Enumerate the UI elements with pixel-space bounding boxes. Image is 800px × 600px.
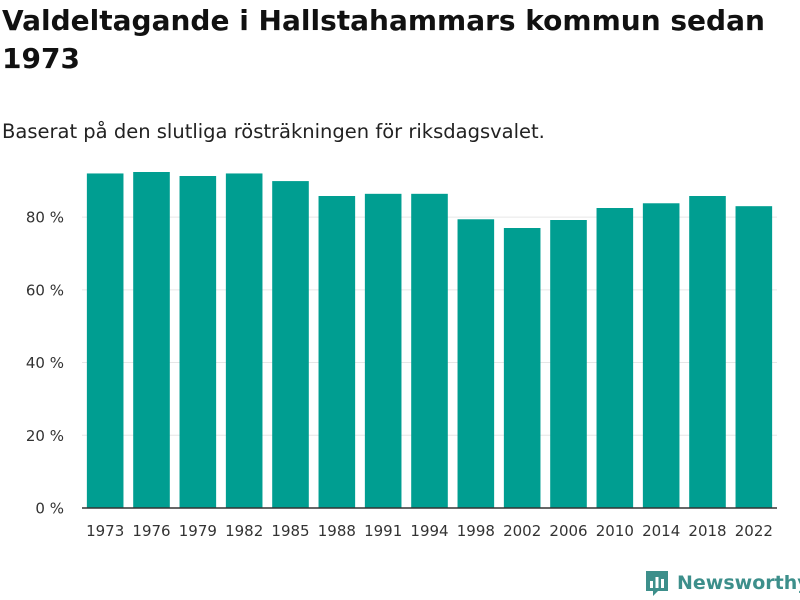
bar-2014 [642, 203, 680, 509]
bar-1988 [318, 196, 356, 508]
bar-1991 [364, 193, 402, 508]
x-tick-label: 2002 [503, 522, 541, 540]
x-tick-label: 1982 [225, 522, 263, 540]
bar-1979 [179, 176, 217, 508]
bar-chart-logo-icon [646, 571, 668, 596]
bar-2010 [596, 208, 634, 508]
x-axis-tick-labels: 1973 1976 1979 1982 1985 1988 1991 1994 1998 2002… [86, 522, 773, 540]
x-tick-label: 1985 [271, 522, 309, 540]
bar-2002 [503, 228, 541, 508]
y-tick-label: 80 % [26, 209, 64, 227]
bar-1998 [457, 219, 495, 509]
bar-1982 [225, 173, 263, 509]
x-tick-label: 1973 [86, 522, 124, 540]
y-tick-label: 0 % [35, 500, 64, 518]
y-tick-label: 40 % [26, 354, 64, 372]
x-tick-label: 1991 [364, 522, 402, 540]
x-tick-label: 1979 [179, 522, 217, 540]
brand-name: Newsworthy [677, 572, 800, 594]
chart-subtitle: Baserat på den slutliga rösträkningen fö… [2, 120, 545, 143]
bars [86, 172, 773, 509]
bar-1976 [133, 172, 170, 508]
bar-1973 [86, 173, 124, 509]
chart-title: Valdeltagande i Hallstahammars kommun se… [2, 4, 765, 75]
x-tick-label: 1976 [132, 522, 170, 540]
x-tick-label: 2010 [596, 522, 634, 540]
bar-2022 [735, 206, 773, 508]
x-tick-label: 1994 [410, 522, 448, 540]
bar-1994 [411, 193, 448, 508]
x-tick-label: 2014 [642, 522, 680, 540]
x-tick-label: 2018 [688, 522, 726, 540]
x-tick-label: 1998 [457, 522, 495, 540]
x-tick-label: 1988 [318, 522, 356, 540]
newsworthy-logo: Newsworthy [644, 568, 800, 598]
bar-2006 [550, 220, 587, 508]
bar-1985 [272, 181, 309, 508]
bar-2018 [689, 196, 726, 508]
y-tick-label: 60 % [26, 281, 64, 299]
y-axis-tick-labels: 0 % 20 % 40 % 60 % 80 % [26, 209, 64, 518]
x-tick-label: 2022 [735, 522, 773, 540]
x-tick-label: 2006 [549, 522, 587, 540]
y-tick-label: 20 % [26, 427, 64, 445]
